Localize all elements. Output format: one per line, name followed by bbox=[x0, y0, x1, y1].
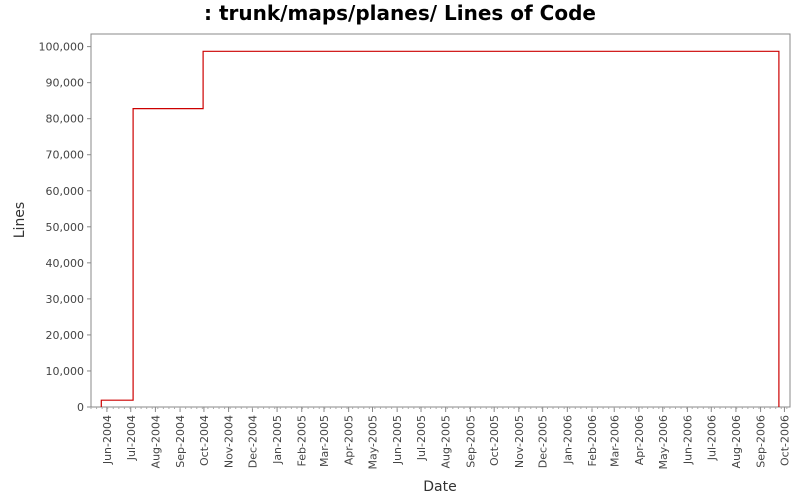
x-tick-label: Nov-2005 bbox=[513, 415, 526, 468]
y-tick-label: 80,000 bbox=[46, 113, 85, 126]
x-tick-label: May-2006 bbox=[657, 415, 670, 470]
x-tick-label: Jun-2006 bbox=[681, 415, 694, 465]
x-tick-label: Jan-2005 bbox=[271, 415, 284, 465]
x-tick-label: Jul-2006 bbox=[705, 415, 718, 461]
x-tick-label: Sep-2005 bbox=[464, 415, 477, 468]
chart-title: : trunk/maps/planes/ Lines of Code bbox=[204, 1, 596, 25]
x-tick-label: Mar-2005 bbox=[318, 415, 331, 467]
x-tick-label: Mar-2006 bbox=[608, 415, 621, 467]
series-line bbox=[100, 50, 780, 407]
x-tick-label: Nov-2004 bbox=[223, 415, 236, 468]
y-tick-label: 40,000 bbox=[46, 257, 85, 270]
y-tick-label: 20,000 bbox=[46, 329, 85, 342]
x-tick-label: Aug-2006 bbox=[730, 415, 743, 468]
x-tick-label: Apr-2006 bbox=[633, 415, 646, 465]
series-layer bbox=[100, 50, 780, 407]
x-tick-label: Jul-2005 bbox=[415, 415, 428, 461]
x-axis: Jun-2004 Jul-2004 Aug-2004 Sep-2004 Oct-2004… bbox=[90, 407, 791, 470]
x-tick-label: Sep-2004 bbox=[174, 415, 187, 468]
y-tick-label: 90,000 bbox=[46, 77, 85, 90]
x-tick-label: Sep-2006 bbox=[755, 415, 768, 468]
x-axis-label: Date bbox=[423, 479, 456, 495]
x-tick-label: Jul-2004 bbox=[125, 415, 138, 461]
x-tick-label: Oct-2004 bbox=[198, 415, 211, 466]
x-tick-label: Jun-2005 bbox=[391, 415, 404, 465]
x-tick-label: Aug-2004 bbox=[149, 415, 162, 468]
y-tick-label: 10,000 bbox=[46, 365, 85, 378]
plot-area bbox=[90, 33, 791, 408]
x-tick-label: Dec-2004 bbox=[246, 415, 259, 468]
x-tick-label: May-2005 bbox=[367, 415, 380, 470]
y-axis: 0 10,000 20,000 30,000 40,000 50,000 60,000 70,… bbox=[39, 41, 91, 414]
x-tick-label: Jun-2004 bbox=[101, 415, 114, 465]
y-tick-label: 70,000 bbox=[46, 149, 85, 162]
x-tick-label: Aug-2005 bbox=[440, 415, 453, 468]
y-tick-label: 100,000 bbox=[39, 41, 85, 54]
x-tick-label: Apr-2005 bbox=[343, 415, 356, 465]
y-tick-label: 50,000 bbox=[46, 221, 85, 234]
x-tick-label: Jan-2006 bbox=[561, 415, 574, 465]
y-tick-label: 60,000 bbox=[46, 185, 85, 198]
x-tick-label: Feb-2005 bbox=[296, 415, 309, 466]
x-tick-label: Feb-2006 bbox=[586, 415, 599, 466]
y-tick-label: 0 bbox=[77, 401, 84, 414]
y-axis-label: Lines bbox=[12, 202, 28, 238]
x-tick-label: Oct-2005 bbox=[488, 415, 501, 466]
x-tick-label: Oct-2006 bbox=[778, 415, 791, 466]
y-tick-label: 30,000 bbox=[46, 293, 85, 306]
x-tick-label: Dec-2005 bbox=[537, 415, 550, 468]
